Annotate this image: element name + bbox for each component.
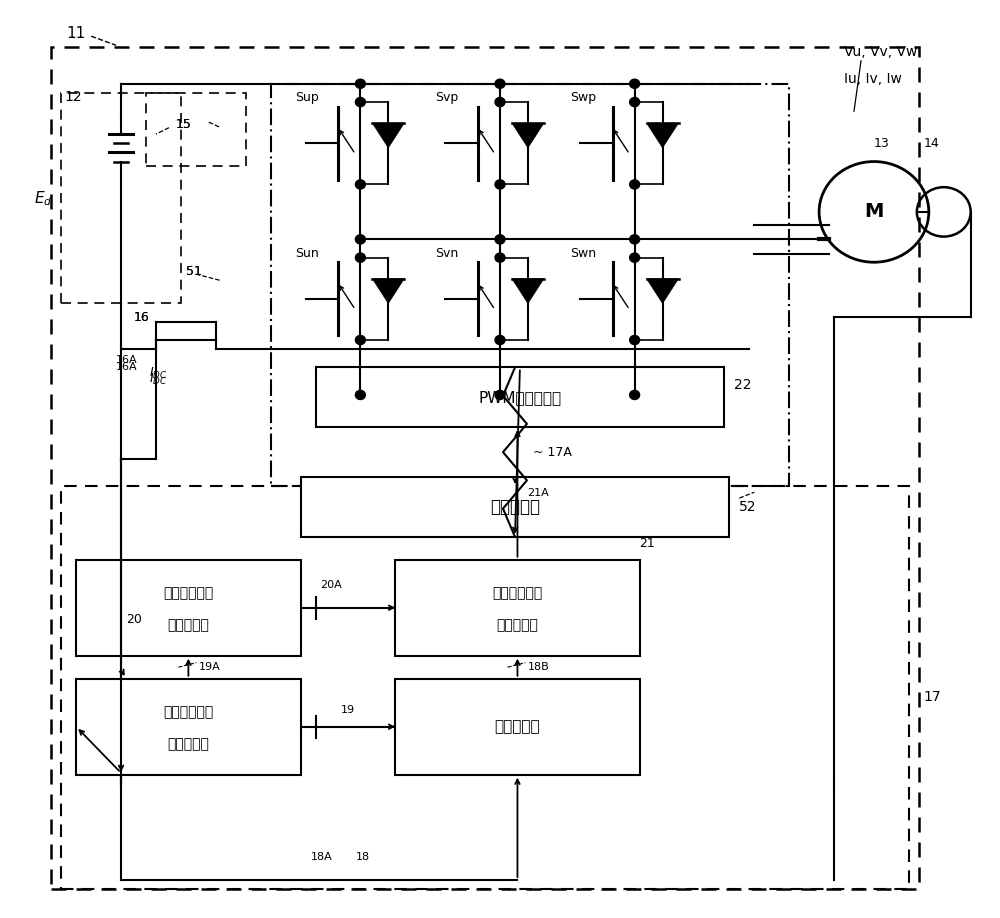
- Text: 补偿加法部: 补偿加法部: [497, 618, 538, 632]
- Text: 死区时间失真: 死区时间失真: [163, 587, 213, 600]
- Text: Swp: Swp: [570, 91, 596, 104]
- Polygon shape: [647, 123, 679, 148]
- Bar: [316, 367, 724, 427]
- Text: 12: 12: [64, 91, 82, 105]
- Text: 21A: 21A: [527, 488, 549, 498]
- Circle shape: [495, 335, 505, 344]
- Text: 16A: 16A: [116, 363, 138, 373]
- Text: 19A: 19A: [198, 662, 220, 672]
- Circle shape: [355, 180, 365, 189]
- Polygon shape: [372, 279, 404, 304]
- Bar: [61, 93, 181, 304]
- Text: 21: 21: [640, 537, 655, 550]
- Circle shape: [495, 235, 505, 244]
- Circle shape: [630, 335, 640, 344]
- Text: Iu, Iv, Iw: Iu, Iv, Iw: [844, 73, 902, 86]
- Circle shape: [495, 97, 505, 106]
- Text: 矢量控制部: 矢量控制部: [495, 719, 540, 734]
- Text: 信息生成部: 信息生成部: [167, 737, 209, 751]
- Circle shape: [630, 253, 640, 263]
- Text: 20A: 20A: [320, 580, 342, 590]
- Text: Vu, Vv, Vw: Vu, Vv, Vw: [844, 45, 917, 59]
- Text: Sun: Sun: [296, 247, 319, 260]
- Polygon shape: [372, 123, 404, 148]
- Circle shape: [495, 253, 505, 263]
- Bar: [61, 487, 909, 890]
- Bar: [271, 84, 789, 487]
- Text: 20: 20: [126, 612, 142, 626]
- Polygon shape: [647, 279, 679, 304]
- Bar: [51, 47, 919, 890]
- Bar: [395, 678, 640, 775]
- Text: 16: 16: [133, 310, 149, 324]
- Text: 16: 16: [133, 310, 149, 324]
- Circle shape: [355, 97, 365, 106]
- Circle shape: [355, 253, 365, 263]
- Text: PWM脉冲生成部: PWM脉冲生成部: [478, 390, 562, 405]
- Text: 栅极驱动器: 栅极驱动器: [490, 498, 540, 516]
- Text: Svn: Svn: [435, 247, 458, 260]
- Text: Svp: Svp: [435, 91, 458, 104]
- Text: 15: 15: [176, 118, 192, 131]
- Text: 死区时间失真: 死区时间失真: [492, 587, 543, 600]
- Circle shape: [630, 390, 640, 399]
- Circle shape: [630, 97, 640, 106]
- Text: $E_d$: $E_d$: [34, 189, 52, 207]
- Text: 17: 17: [924, 690, 941, 704]
- Text: 18B: 18B: [527, 662, 549, 672]
- Text: 马达电流符号: 马达电流符号: [163, 705, 213, 720]
- Text: 15: 15: [176, 118, 192, 131]
- Text: 16A: 16A: [116, 355, 138, 365]
- Text: 18: 18: [355, 852, 370, 862]
- Text: Swn: Swn: [570, 247, 596, 260]
- Circle shape: [355, 79, 365, 88]
- Text: 51: 51: [186, 265, 202, 278]
- Polygon shape: [512, 123, 544, 148]
- Text: 51: 51: [186, 265, 202, 278]
- Text: 14: 14: [924, 137, 940, 150]
- Text: 19: 19: [340, 705, 355, 715]
- Circle shape: [495, 79, 505, 88]
- Text: M: M: [864, 202, 884, 221]
- Text: 22: 22: [734, 378, 752, 392]
- Text: 18A: 18A: [311, 852, 332, 862]
- Circle shape: [630, 79, 640, 88]
- Text: 补偿生成部: 补偿生成部: [167, 618, 209, 632]
- Circle shape: [630, 180, 640, 189]
- Bar: [76, 560, 301, 655]
- Circle shape: [495, 390, 505, 399]
- Text: 52: 52: [739, 500, 757, 514]
- Text: Sup: Sup: [296, 91, 319, 104]
- Circle shape: [495, 180, 505, 189]
- Bar: [76, 678, 301, 775]
- Bar: [395, 560, 640, 655]
- Text: $I_{DC}$: $I_{DC}$: [149, 366, 167, 382]
- Polygon shape: [512, 279, 544, 304]
- Text: 11: 11: [66, 26, 85, 41]
- Text: 13: 13: [874, 137, 890, 150]
- Circle shape: [630, 235, 640, 244]
- Bar: [146, 93, 246, 166]
- Circle shape: [355, 390, 365, 399]
- Circle shape: [355, 335, 365, 344]
- Text: ~ 17A: ~ 17A: [533, 445, 572, 459]
- Text: $I_{DC}$: $I_{DC}$: [149, 372, 167, 386]
- Bar: [301, 477, 729, 537]
- Circle shape: [355, 235, 365, 244]
